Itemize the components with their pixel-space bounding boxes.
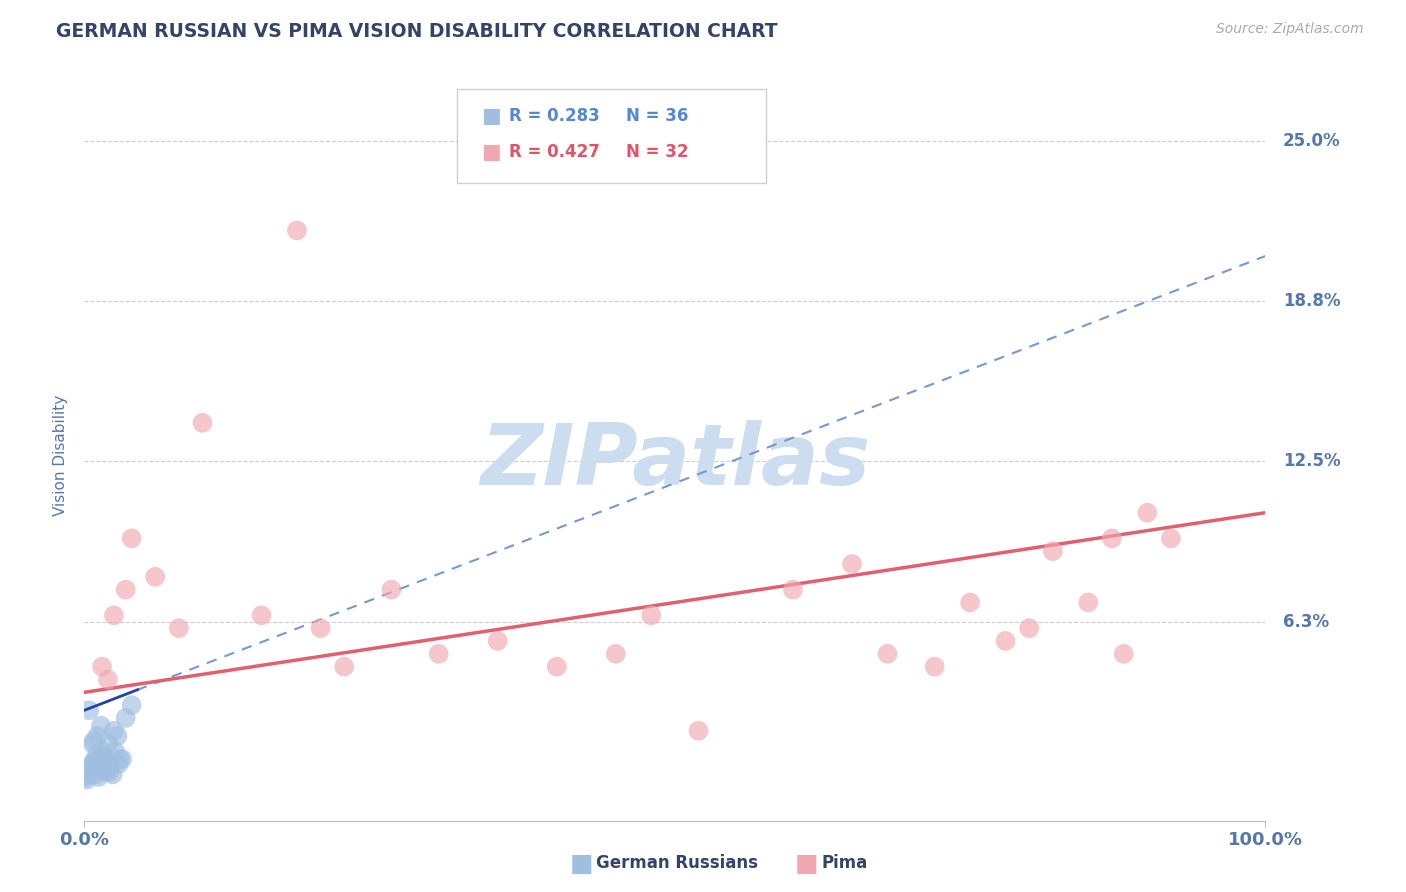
Point — [111, 752, 134, 766]
Point — [107, 757, 129, 772]
Text: ZIPatlas: ZIPatlas — [479, 420, 870, 503]
Point — [83, 755, 105, 769]
Point — [108, 752, 131, 766]
Text: 6.3%: 6.3% — [1284, 613, 1329, 631]
Point — [91, 744, 114, 758]
Point — [103, 608, 125, 623]
Text: German Russians: German Russians — [596, 855, 758, 872]
Point — [94, 764, 117, 779]
Point — [91, 659, 114, 673]
Point — [83, 734, 105, 748]
Point — [79, 762, 101, 776]
Text: GERMAN RUSSIAN VS PIMA VISION DISABILITY CORRELATION CHART: GERMAN RUSSIAN VS PIMA VISION DISABILITY… — [56, 22, 778, 41]
Point — [114, 582, 136, 597]
Point — [876, 647, 898, 661]
Text: Source: ZipAtlas.com: Source: ZipAtlas.com — [1216, 22, 1364, 37]
Point — [86, 729, 108, 743]
Point — [77, 703, 100, 717]
Point — [84, 767, 107, 781]
Point — [143, 570, 166, 584]
Point — [97, 760, 120, 774]
Point — [76, 772, 98, 787]
Point — [79, 764, 101, 779]
Y-axis label: Vision Disability: Vision Disability — [53, 394, 69, 516]
Text: ■: ■ — [481, 106, 501, 126]
Point — [90, 719, 112, 733]
Point — [924, 659, 946, 673]
Point — [80, 757, 103, 772]
Point — [1042, 544, 1064, 558]
Point — [1160, 532, 1182, 546]
Point — [959, 595, 981, 609]
Point — [89, 762, 111, 776]
Text: 25.0%: 25.0% — [1284, 131, 1341, 150]
Point — [91, 755, 114, 769]
Point — [167, 621, 190, 635]
Point — [93, 749, 115, 764]
Point — [101, 767, 124, 781]
Text: ■: ■ — [794, 852, 818, 875]
Point — [87, 770, 110, 784]
Point — [688, 723, 710, 738]
Text: R = 0.283: R = 0.283 — [509, 107, 600, 125]
Point — [103, 723, 125, 738]
Text: Pima: Pima — [821, 855, 868, 872]
Point — [640, 608, 662, 623]
Point — [98, 760, 121, 774]
Point — [84, 755, 107, 769]
Point — [114, 711, 136, 725]
Point — [98, 764, 121, 779]
Point — [782, 582, 804, 597]
Text: ■: ■ — [569, 852, 593, 875]
Text: R = 0.427: R = 0.427 — [509, 143, 600, 161]
Point — [121, 698, 143, 713]
Point — [1112, 647, 1135, 661]
Point — [1077, 595, 1099, 609]
Point — [380, 582, 402, 597]
Point — [97, 673, 120, 687]
Point — [84, 749, 107, 764]
Point — [121, 532, 143, 546]
Point — [191, 416, 214, 430]
Point — [97, 737, 120, 751]
Text: N = 32: N = 32 — [626, 143, 688, 161]
Point — [994, 634, 1017, 648]
Point — [1136, 506, 1159, 520]
Text: N = 36: N = 36 — [626, 107, 688, 125]
Point — [841, 557, 863, 571]
Point — [75, 770, 97, 784]
Point — [96, 760, 118, 774]
Text: 12.5%: 12.5% — [1284, 452, 1341, 470]
Point — [1101, 532, 1123, 546]
Point — [486, 634, 509, 648]
Point — [333, 659, 356, 673]
Text: 18.8%: 18.8% — [1284, 292, 1340, 310]
Point — [77, 767, 100, 781]
Point — [250, 608, 273, 623]
Point — [107, 729, 129, 743]
Point — [546, 659, 568, 673]
Point — [104, 744, 127, 758]
Point — [82, 737, 104, 751]
Point — [309, 621, 332, 635]
Point — [285, 223, 308, 237]
Point — [605, 647, 627, 661]
Point — [427, 647, 450, 661]
Text: ■: ■ — [481, 142, 501, 161]
Point — [91, 749, 114, 764]
Point — [1018, 621, 1040, 635]
